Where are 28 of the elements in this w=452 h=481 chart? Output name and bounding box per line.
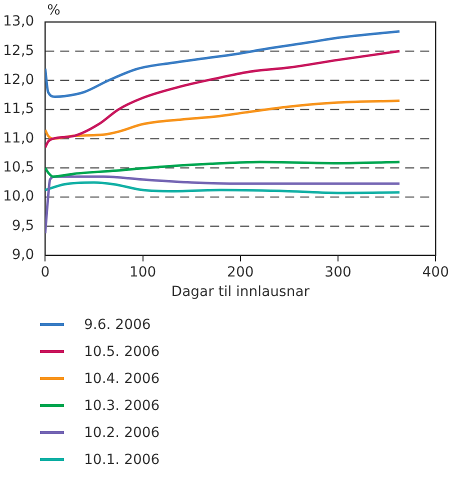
- x-tick-label: 100: [129, 264, 156, 280]
- y-tick-label: 10,5: [3, 160, 34, 176]
- line-series: [45, 30, 401, 98]
- y-tick-label: 12,0: [3, 72, 34, 88]
- y-tick-label: 12,5: [3, 42, 34, 59]
- legend-label: 9.6. 2006: [84, 316, 151, 332]
- y-tick-label: 11,0: [3, 130, 34, 146]
- x-tick-label: 300: [324, 264, 352, 280]
- y-tick-label: 9,5: [12, 218, 34, 234]
- legend-label: 10.5. 2006: [84, 344, 160, 360]
- y-axis-title: %: [47, 2, 60, 19]
- line-series: [45, 175, 401, 234]
- legend-label: 10.1. 2006: [84, 452, 160, 468]
- x-tick-label: 200: [227, 264, 254, 280]
- y-tick-label: 10,0: [3, 188, 34, 205]
- legend-label: 10.4. 2006: [84, 370, 160, 386]
- x-axis-title: Dagar til innlausnar: [171, 284, 310, 300]
- line-series: [45, 50, 401, 149]
- legend-label: 10.3. 2006: [84, 398, 160, 414]
- y-tick-label: 11,5: [3, 101, 34, 118]
- line-series: [45, 181, 401, 194]
- line-series: [45, 100, 401, 140]
- line-series: [45, 160, 401, 178]
- legend-label: 10.2. 2006: [84, 424, 160, 440]
- y-tick-label: 13,0: [3, 14, 34, 30]
- y-tick-label: 9,0: [12, 247, 34, 264]
- x-tick-label: 0: [40, 264, 50, 280]
- x-tick-label: 400: [422, 264, 450, 280]
